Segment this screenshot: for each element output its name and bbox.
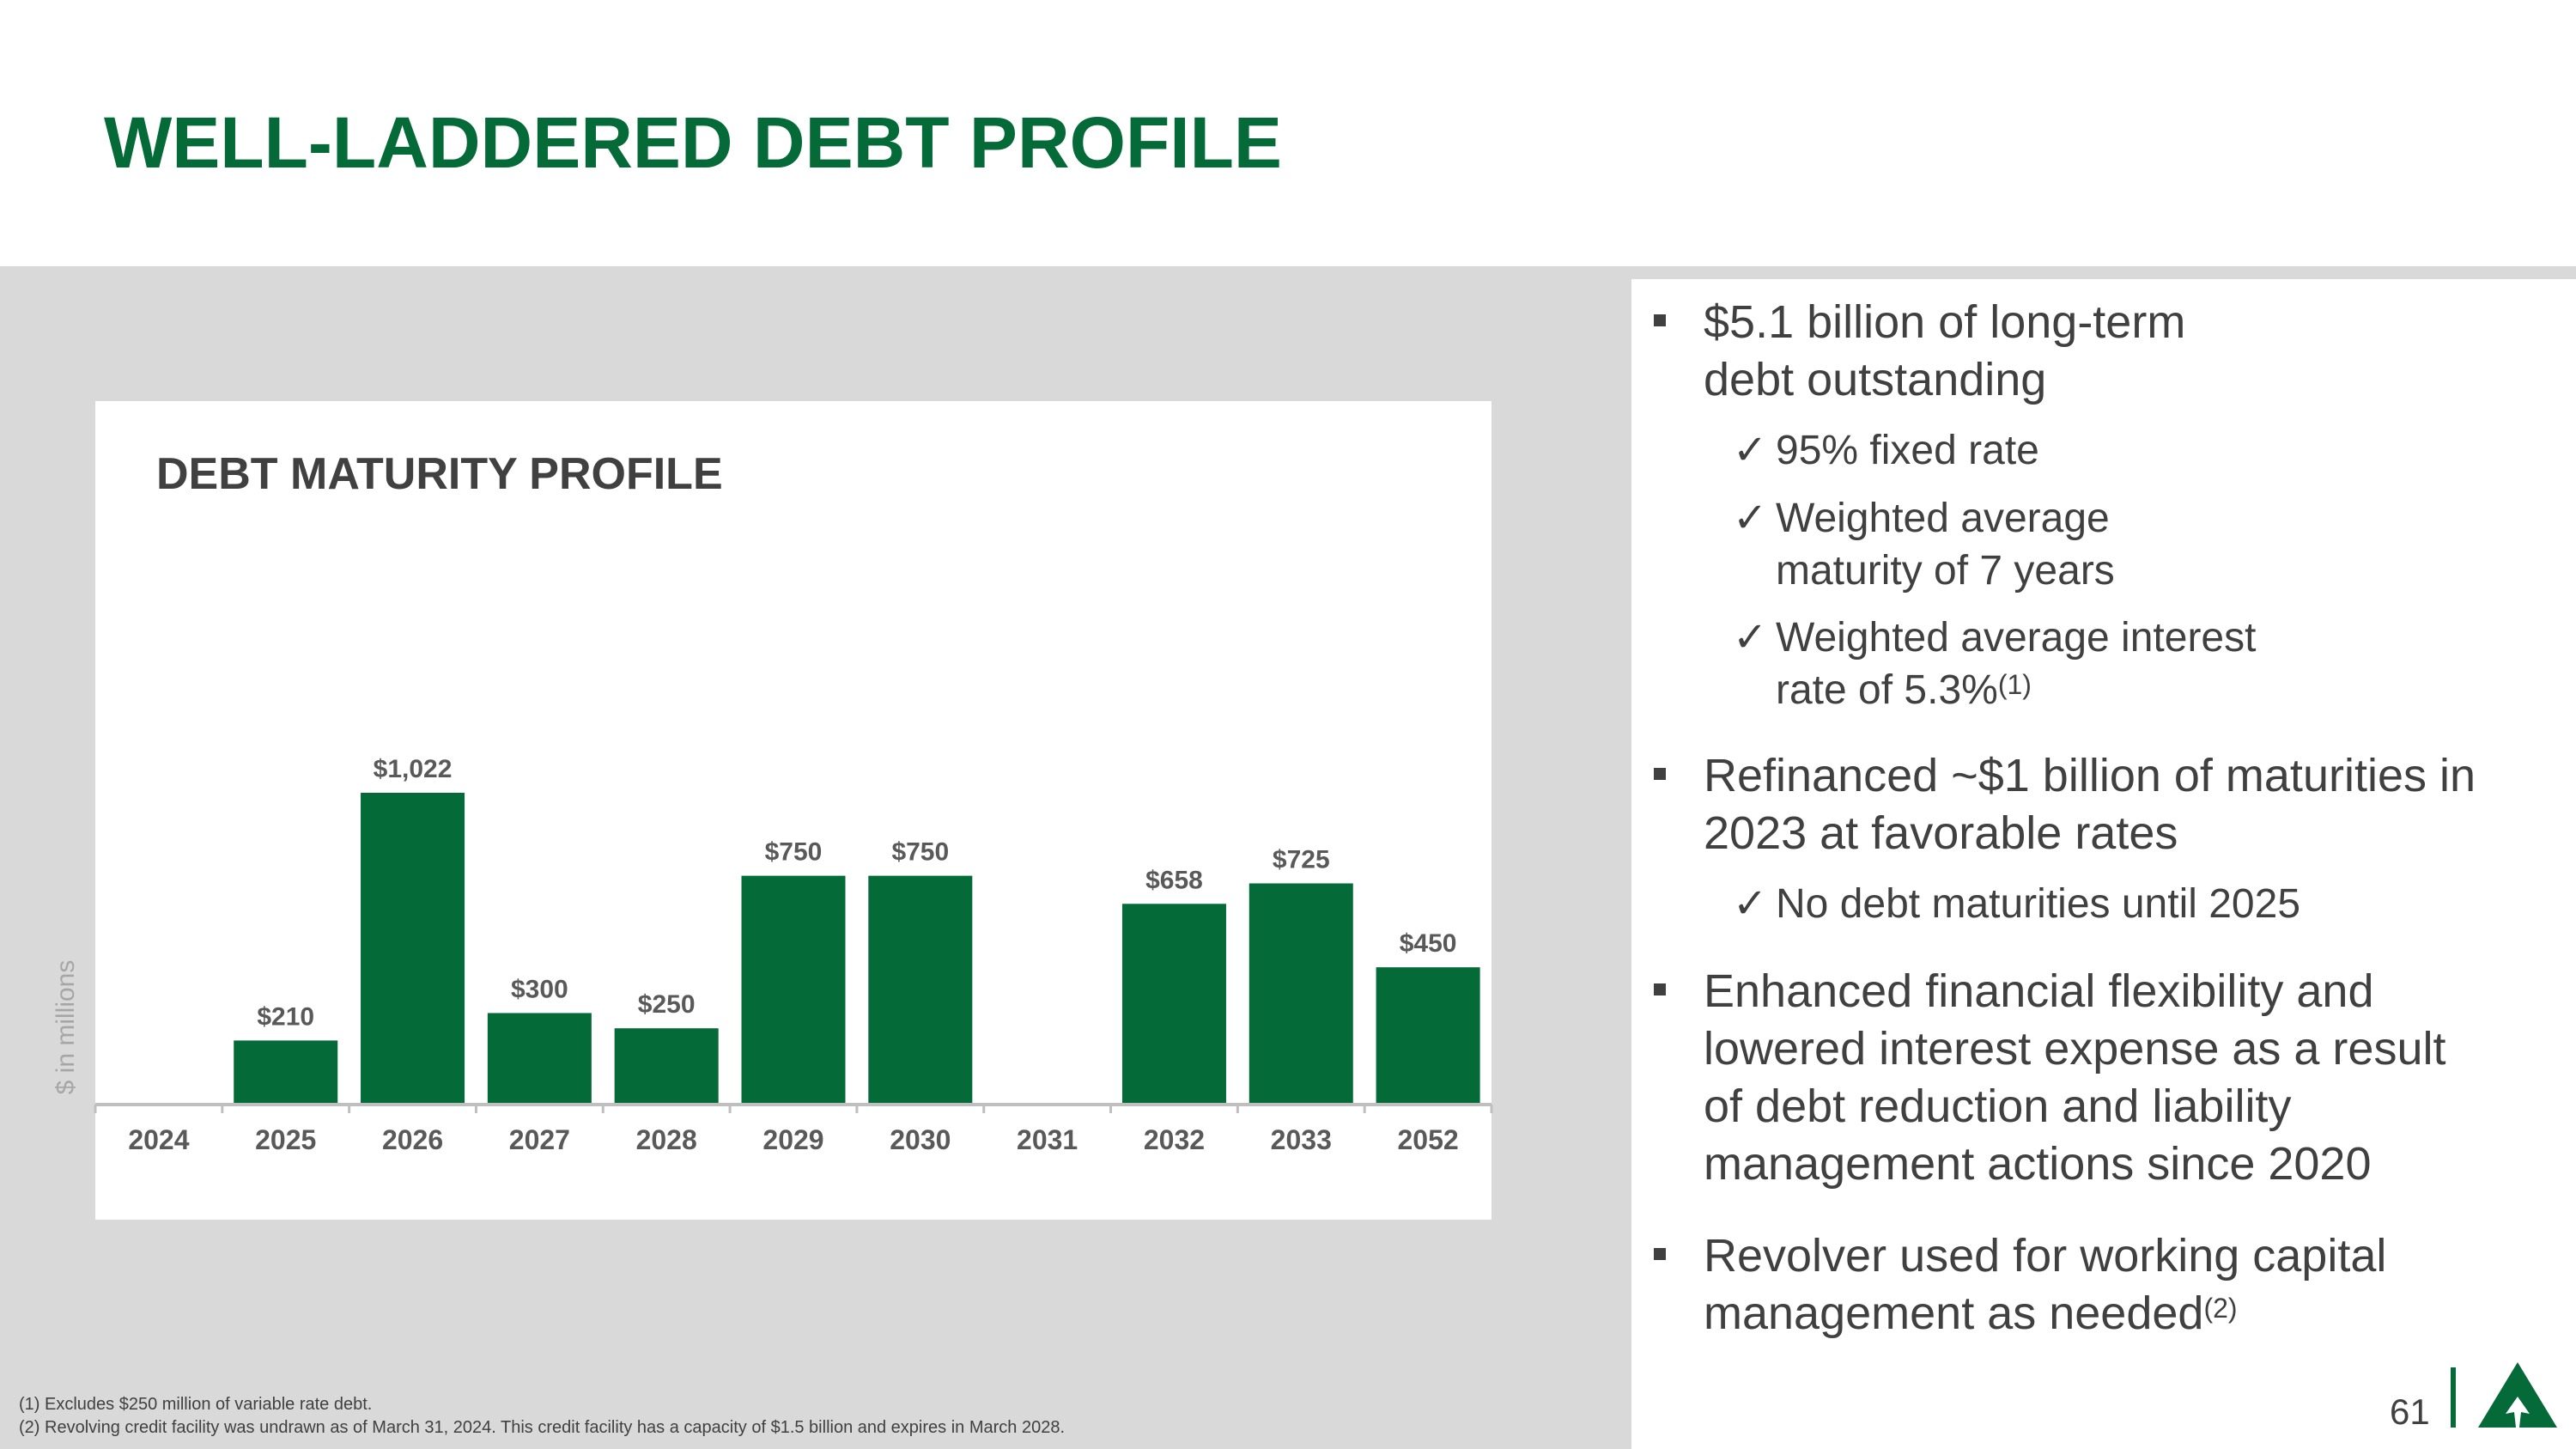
data-label-2027: $300	[511, 975, 568, 1003]
bullet-square-icon	[1654, 983, 1666, 995]
bullet-square-icon	[1654, 314, 1666, 326]
bullet-4: Revolver used for working capital manage…	[1654, 1227, 2555, 1342]
data-label-2026: $1,022	[374, 755, 453, 783]
slide-title: WELL-LADDERED DEBT PROFILE	[104, 102, 1282, 183]
x-tick-label-2027: 2027	[509, 1124, 570, 1155]
company-logo-icon	[2478, 1362, 2557, 1428]
x-tick-label-2032: 2032	[1144, 1124, 1205, 1155]
data-label-2029: $750	[765, 838, 823, 867]
bar-2033	[1249, 883, 1353, 1105]
data-label-2032: $658	[1145, 866, 1203, 894]
page-number: 61	[2390, 1391, 2430, 1432]
x-tick-label-2030: 2030	[890, 1124, 951, 1155]
bullet-2: Refinanced ~$1 billion of maturities in …	[1654, 747, 2555, 862]
x-tick-label-2025: 2025	[255, 1124, 316, 1155]
x-tick-label-2028: 2028	[636, 1124, 697, 1155]
bar-2029	[741, 875, 846, 1105]
footnote-2: (2) Revolving credit facility was undraw…	[19, 1418, 1066, 1437]
sub-item-3: ✓ Weighted average interest rate of 5.3%(…	[1733, 612, 2506, 716]
x-tick-label-2031: 2031	[1017, 1124, 1078, 1155]
bar-2025	[234, 1040, 338, 1105]
check-icon: ✓	[1733, 428, 1768, 473]
check-icon: ✓	[1733, 496, 1768, 541]
chart-title: DEBT MATURITY PROFILE	[156, 449, 723, 499]
check-icon: ✓	[1733, 881, 1768, 927]
bullet-3: Enhanced financial flexibility and lower…	[1654, 963, 2555, 1193]
sub-item-4: ✓ No debt maturities until 2025	[1733, 878, 2506, 930]
x-tick-label-2052: 2052	[1397, 1124, 1458, 1155]
data-label-2028: $250	[638, 990, 696, 1019]
bar-2032	[1121, 904, 1226, 1105]
bar-2028	[614, 1028, 719, 1105]
bullet-1: $5.1 billion of long-term debt outstandi…	[1654, 294, 2555, 409]
x-tick-label-2026: 2026	[382, 1124, 443, 1155]
x-tick-label-2024: 2024	[128, 1124, 189, 1155]
data-label-2025: $210	[257, 1002, 314, 1031]
bar-2027	[487, 1013, 592, 1105]
data-label-2033: $725	[1273, 845, 1330, 874]
bar-2030	[868, 875, 973, 1105]
bar-2052	[1376, 967, 1480, 1105]
debt-maturity-chart: 2024 $210 2025 $1,022 2026 $300 2027 $250 2028 $7…	[94, 755, 1493, 1155]
check-icon: ✓	[1733, 615, 1768, 661]
x-tick-label-2029: 2029	[762, 1124, 823, 1155]
divider	[2451, 1367, 2456, 1428]
bullet-square-icon	[1654, 768, 1666, 780]
bullet-square-icon	[1654, 1248, 1666, 1260]
sub-item-1: ✓ 95% fixed rate	[1733, 424, 2506, 477]
sub-item-2: ✓ Weighted average maturity of 7 years	[1733, 492, 2506, 597]
x-tick-label-2033: 2033	[1271, 1124, 1332, 1155]
bar-2026	[361, 793, 465, 1105]
right-panel	[1631, 279, 2576, 1449]
footnote-1: (1) Excludes $250 million of variable ra…	[19, 1395, 373, 1414]
data-label-2030: $750	[891, 838, 949, 867]
data-label-2052: $450	[1400, 929, 1457, 958]
